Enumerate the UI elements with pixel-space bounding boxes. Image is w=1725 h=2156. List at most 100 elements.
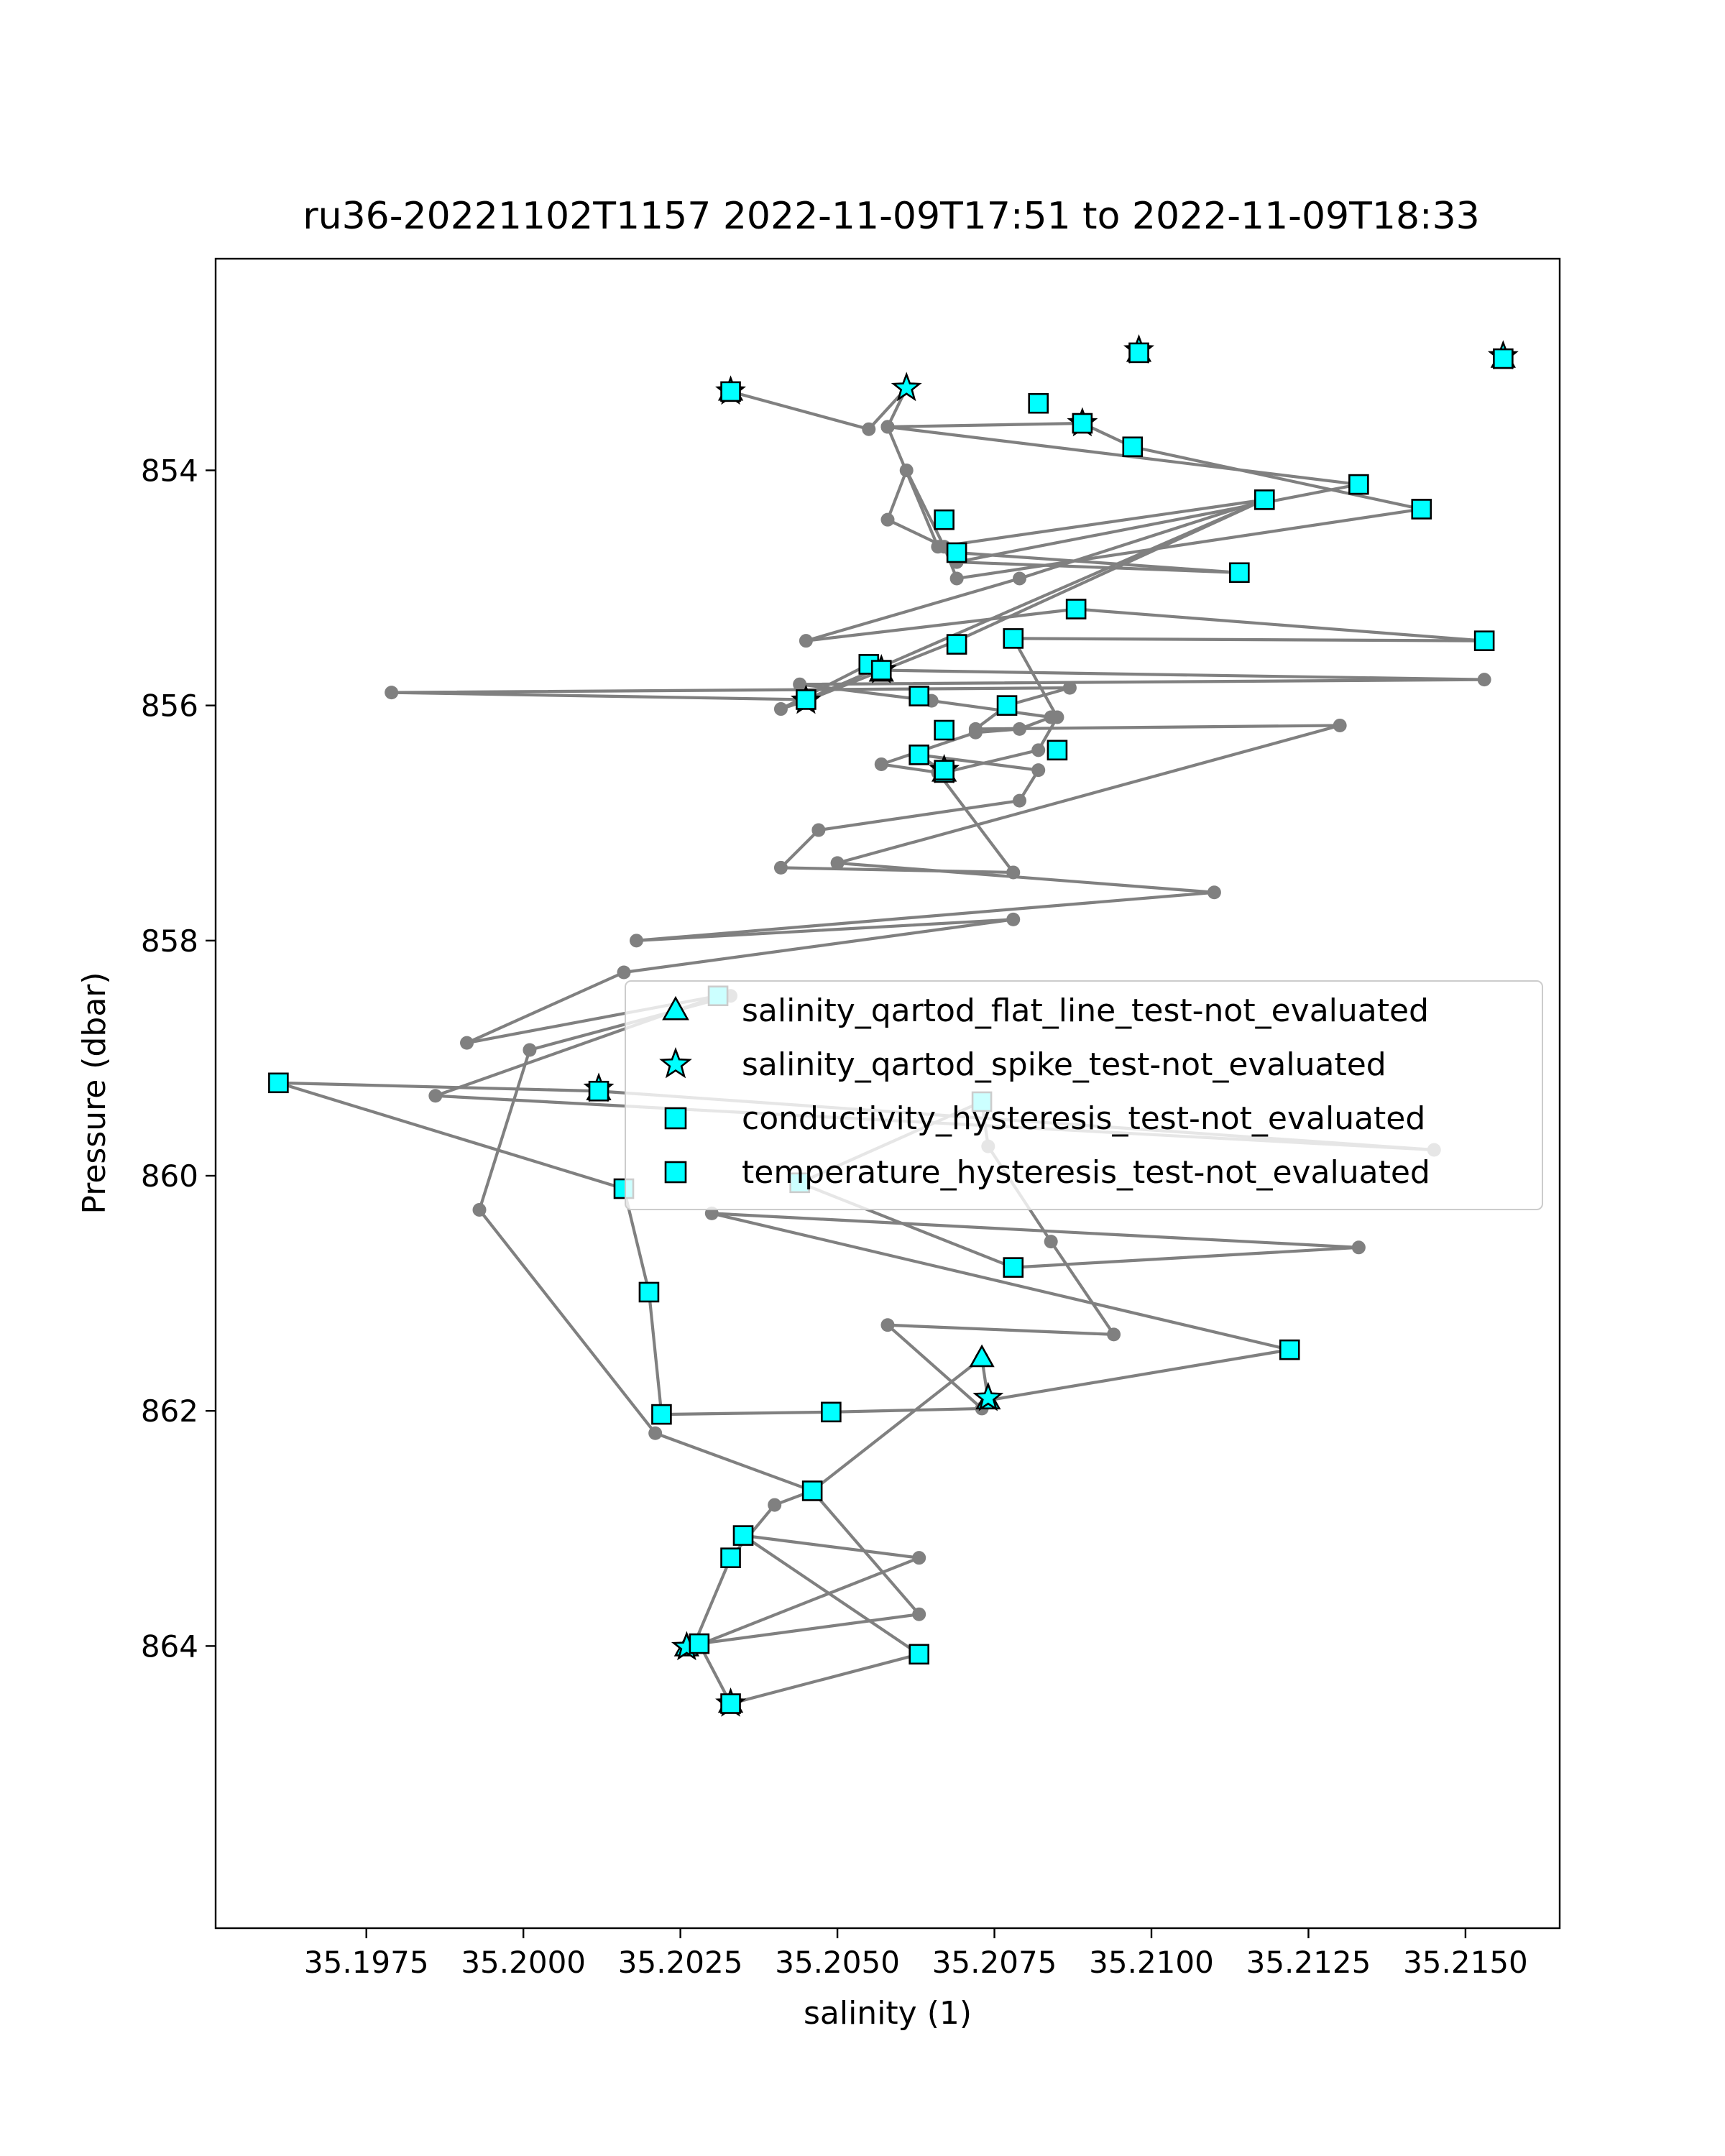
profile-point [1333, 718, 1347, 732]
profile-segment [886, 1323, 984, 1411]
legend-label: temperature_hysteresis_test-not_evaluate… [742, 1154, 1430, 1191]
flag-marker-2 [1003, 1257, 1024, 1278]
x-tick-label: 35.2025 [618, 1945, 743, 1980]
profile-segment [710, 1212, 1361, 1249]
profile-segment [955, 482, 1361, 564]
flag-marker-2 [1411, 499, 1432, 520]
profile-point [899, 463, 914, 477]
flag-marker-2 [1072, 413, 1093, 434]
profile-point [793, 677, 807, 691]
profile-point [1044, 1235, 1058, 1249]
profile-segment [779, 866, 1015, 875]
flag-marker-2 [946, 542, 967, 563]
profile-segment [741, 1534, 921, 1656]
y-tick-label: 860 [141, 1158, 198, 1194]
flag-marker-2 [801, 1480, 823, 1501]
profile-segment [779, 828, 820, 870]
profile-point [799, 634, 813, 648]
profile-point [523, 1043, 537, 1057]
plot-frame [214, 257, 1561, 1930]
profile-point [1207, 885, 1221, 900]
profile-segment [886, 1323, 1116, 1336]
flag-markers-layer [268, 334, 1519, 1717]
profile-segment [635, 918, 1015, 942]
y-tick-label: 862 [141, 1393, 198, 1429]
profile-point [862, 422, 876, 436]
profile-segment [465, 970, 626, 1045]
profile-point [617, 965, 631, 980]
x-tick-label: 35.2050 [775, 1945, 900, 1980]
profile-point [1031, 763, 1046, 778]
profile-segment [697, 1613, 921, 1646]
profile-segment [779, 663, 870, 711]
flag-marker-2 [732, 1525, 754, 1546]
profile-point [1006, 912, 1021, 926]
flag-marker-2 [1128, 342, 1149, 364]
profile-point [773, 702, 788, 717]
legend-box [625, 980, 1543, 1210]
legend-label: salinity_qartod_spike_test-not_evaluated [742, 1046, 1386, 1083]
profile-point [629, 934, 643, 948]
flag-marker-2 [1122, 436, 1144, 458]
profile-segment [653, 1432, 814, 1493]
legend-marker [664, 1161, 687, 1184]
profile-segment [1131, 445, 1423, 511]
profile-point [1031, 743, 1046, 757]
flag-marker-2 [1003, 628, 1024, 649]
profile-point [1013, 793, 1027, 808]
profile-segment [1011, 1245, 1361, 1269]
profile-segment [1005, 686, 1072, 707]
profile-segment [660, 1410, 833, 1416]
profile-segment [974, 724, 1342, 731]
flag-marker-2 [651, 1404, 672, 1425]
flag-marker-2 [908, 686, 929, 706]
profile-point [968, 722, 983, 736]
profile-segment [647, 1290, 663, 1416]
profile-segment [729, 1652, 921, 1705]
flag-marker-2 [821, 1401, 842, 1423]
legend-label: salinity_qartod_flat_line_test-not_evalu… [742, 992, 1429, 1029]
legend-marker [664, 1107, 687, 1130]
flag-marker-2 [908, 1644, 929, 1665]
profile-segment [622, 918, 1015, 975]
profile-segment [741, 1534, 921, 1560]
flag-marker-2 [934, 509, 954, 530]
profile-segment [942, 748, 1040, 774]
profile-segment [917, 753, 1040, 772]
profile-point [811, 823, 826, 837]
chart-title: ru36-20221102T1157 2022-11-09T17:51 to 2… [303, 195, 1479, 238]
flag-marker-1 [891, 372, 922, 402]
profile-segment [277, 1081, 601, 1093]
profile-segment [936, 770, 1015, 875]
flag-marker-2 [1028, 392, 1049, 414]
profile-point [949, 571, 964, 586]
y-tick-label: 856 [141, 688, 198, 724]
flag-marker-2 [1473, 630, 1495, 651]
flag-marker-2 [1348, 474, 1369, 495]
profile-point [874, 757, 888, 771]
profile-segment [477, 1208, 657, 1435]
profile-segment [930, 699, 1053, 719]
profile-segment [635, 890, 1216, 942]
x-tick-label: 35.2125 [1246, 1945, 1371, 1980]
profile-point [428, 1089, 443, 1103]
flag-marker-2 [1065, 599, 1087, 619]
profile-segment [798, 678, 1486, 686]
flag-marker-2 [934, 719, 954, 741]
profile-segment [886, 469, 908, 522]
flag-marker-2 [1493, 348, 1514, 369]
profile-segment [1011, 637, 1486, 642]
y-tick-label: 864 [141, 1628, 198, 1664]
profile-segment [835, 724, 1342, 865]
profile-segment [955, 560, 1241, 574]
flag-marker-2 [1254, 489, 1275, 510]
legend: salinity_qartod_flat_line_test-not_evalu… [625, 980, 1543, 1210]
profile-point [773, 860, 788, 875]
profile-point [648, 1426, 663, 1440]
flag-marker-2 [720, 1693, 741, 1714]
flag-marker-2 [720, 1547, 741, 1568]
flag-marker-0 [969, 1344, 995, 1368]
profile-segment [477, 1048, 532, 1212]
profile-point [912, 1551, 926, 1565]
